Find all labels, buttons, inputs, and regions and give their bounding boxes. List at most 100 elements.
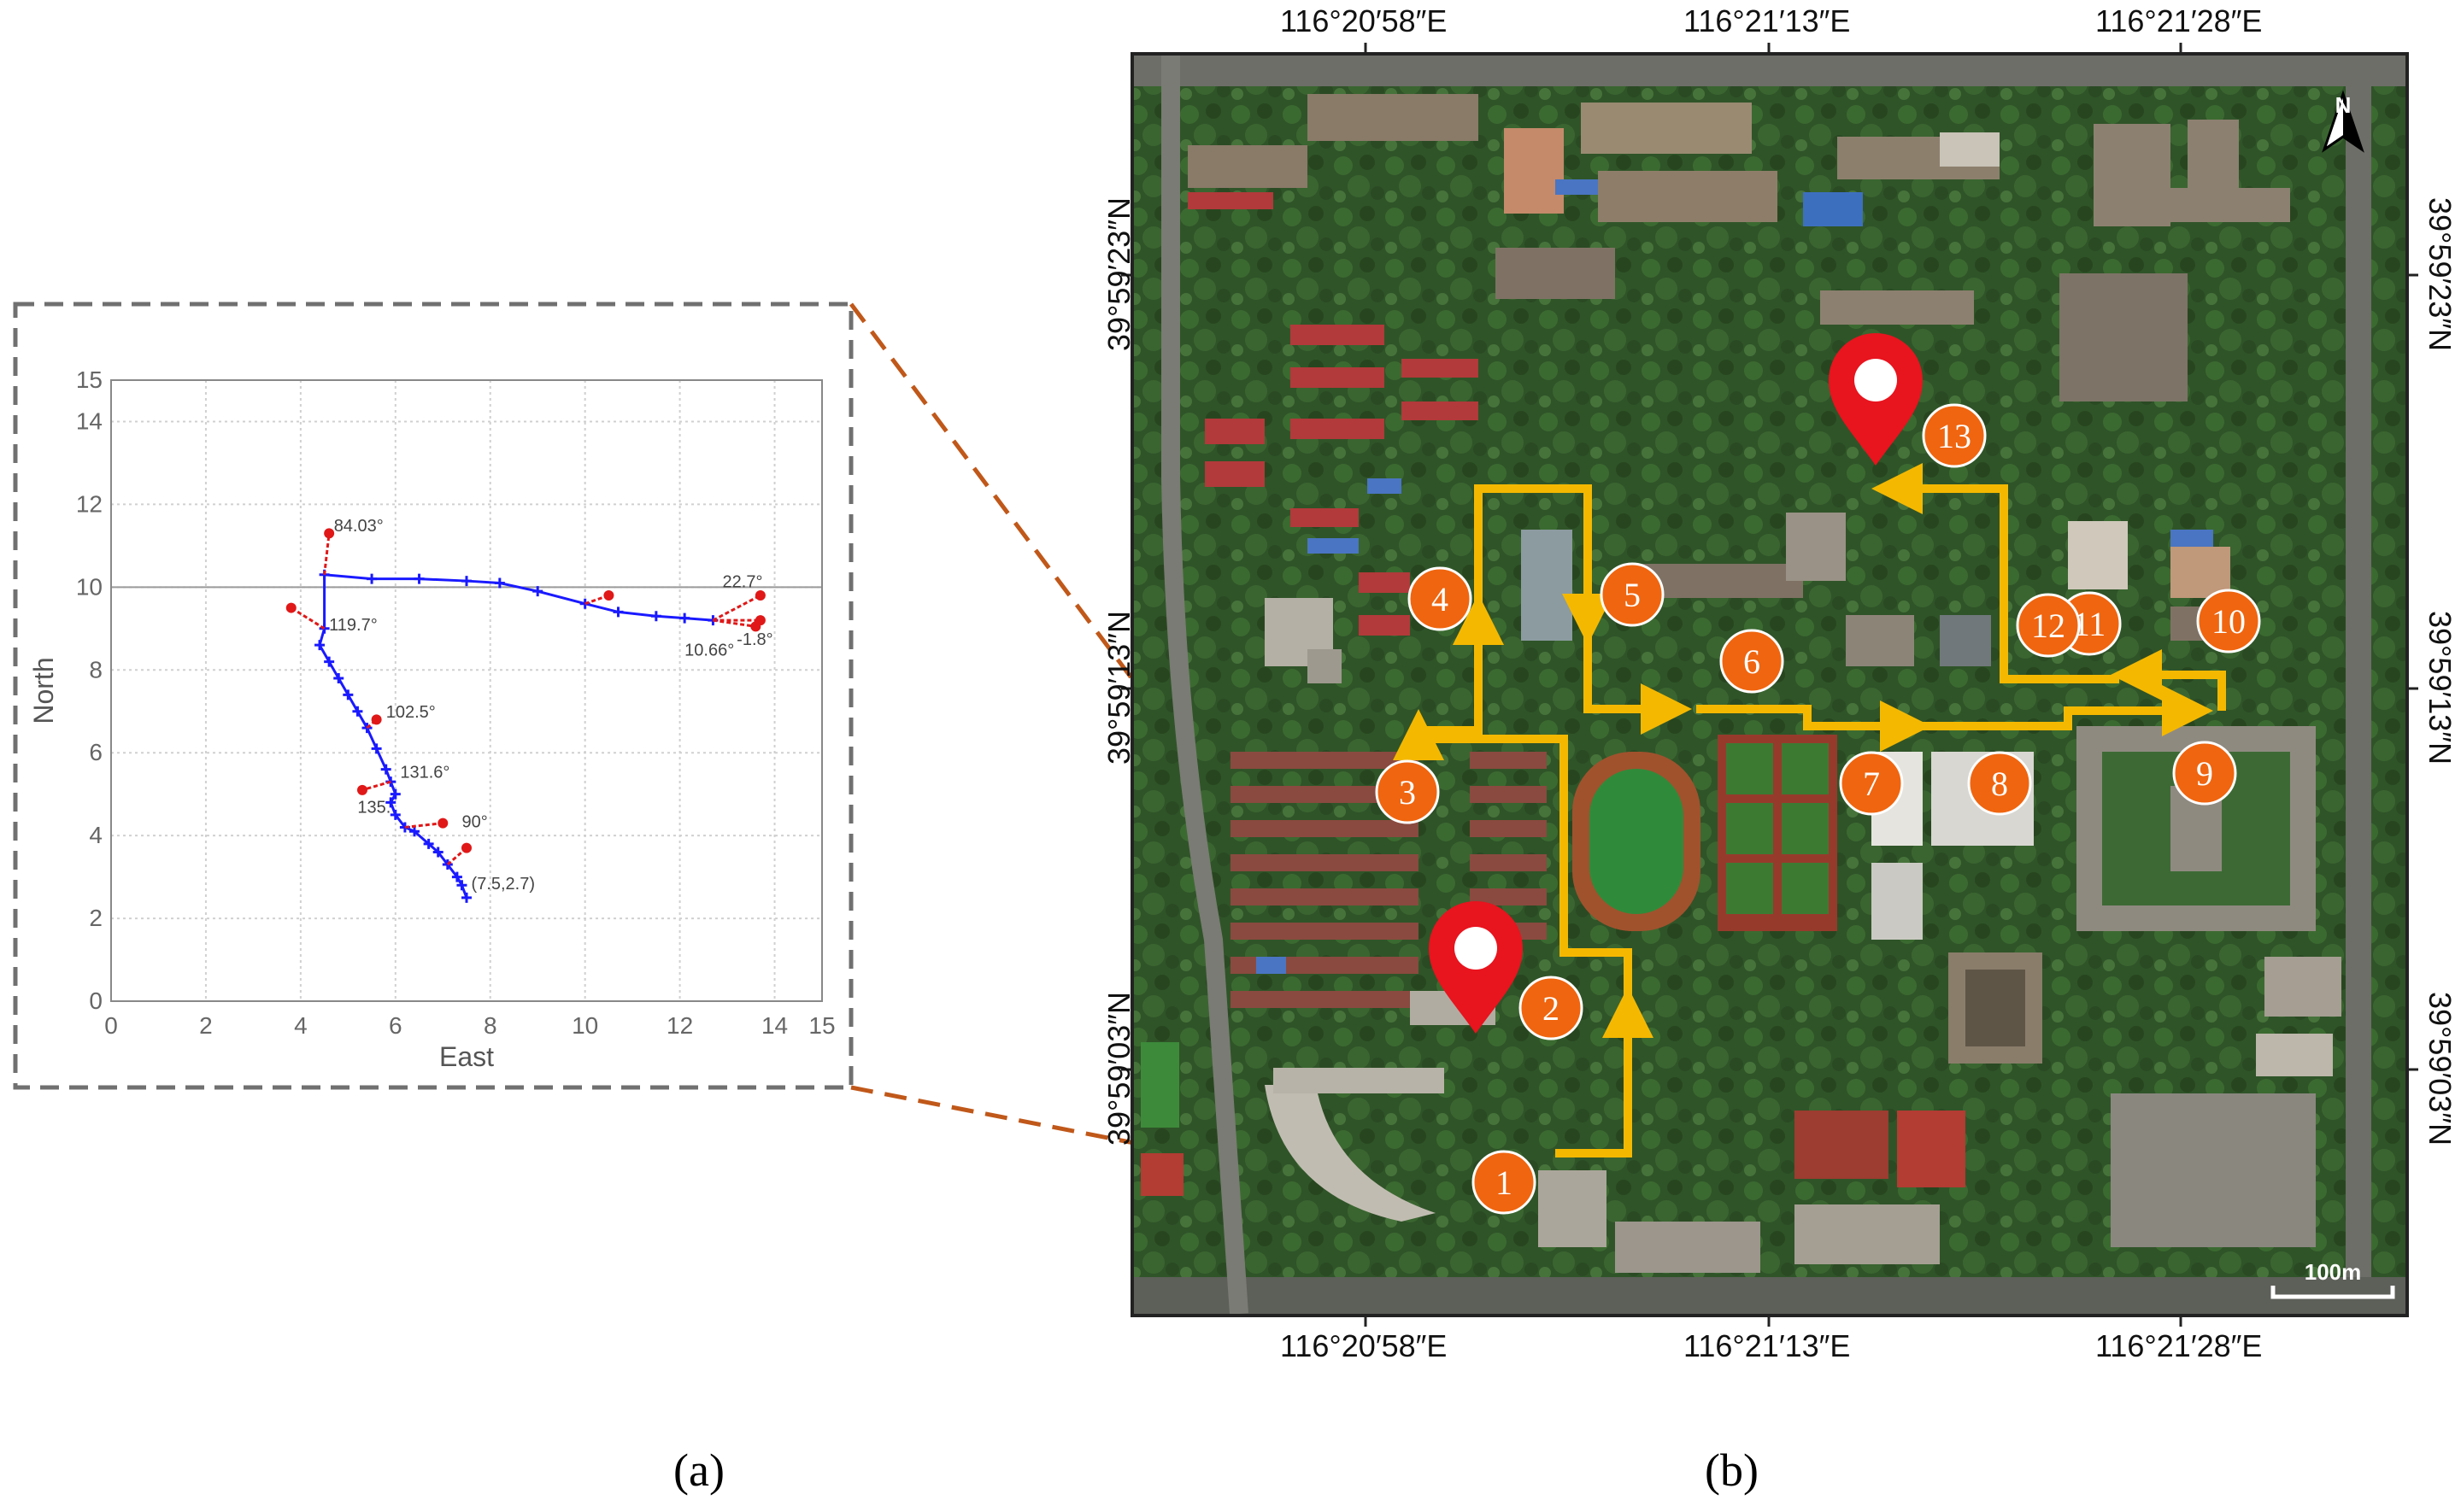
waypoint-label: 6 [1743, 642, 1760, 681]
x-tick-label: 12 [667, 1012, 693, 1039]
angle-annotation: (7.5,2.7) [472, 875, 535, 894]
y-tick-label: 10 [76, 573, 103, 600]
x-tick-label: 14 [761, 1012, 788, 1039]
trajectory-point [385, 797, 396, 808]
panel-a-trajectory-chart: 0 2 4 6 8 10 12 14 15 0 2 4 6 8 10 12 14 15 East North 84.03… [13, 302, 854, 1090]
trajectory-line [318, 573, 714, 899]
angle-annotation: 119.7° [329, 616, 378, 635]
trajectory-point [461, 576, 472, 587]
heading-segment [323, 533, 331, 575]
x-tick-label: 4 [294, 1012, 308, 1039]
trajectory-point [371, 743, 382, 754]
y-tick-label: 8 [89, 656, 103, 683]
top-lon-label-1: 116°20′58″E [1280, 3, 1448, 38]
waypoint-label: 12 [2031, 607, 2065, 645]
trajectory-point [314, 640, 326, 651]
trajectory-point [532, 586, 543, 597]
right-lat-label-2: 39°59′13″N [2423, 610, 2458, 765]
trajectory-point [408, 826, 420, 837]
trajectory-point [442, 859, 453, 870]
map-ticks [1121, 43, 2418, 1327]
x-tick-label: 6 [389, 1012, 402, 1039]
start-pin [1429, 900, 1523, 1034]
north-label: N [2335, 92, 2352, 118]
waypoint-circle [1600, 562, 1665, 627]
waypoint-circle [1922, 403, 1987, 468]
heading-point [755, 590, 766, 601]
left-lat-label-1: 39°59′23″N [1101, 196, 1137, 352]
angle-annotation: -1.8° [737, 630, 772, 649]
angle-annotation: 22.7° [723, 572, 763, 591]
waypoint-circle [2196, 589, 2261, 653]
trajectory-point [390, 788, 401, 800]
left-lat-label-2: 39°59′13″N [1101, 610, 1137, 765]
trajectory-point [679, 612, 690, 624]
waypoint-6: 6 [1719, 629, 1784, 694]
trajectory-point [333, 672, 344, 683]
waypoint-circle [1719, 629, 1784, 694]
heading-point [324, 528, 335, 539]
y-axis-label: North [28, 657, 59, 724]
trajectory-point [494, 577, 505, 589]
trajectory-point [423, 838, 434, 849]
top-lon-label-2: 116°21′13″E [1683, 3, 1851, 38]
trajectory-point [650, 611, 661, 622]
x-tick-label: 2 [199, 1012, 213, 1039]
x-tick-label: 15 [808, 1012, 835, 1039]
waypoint-4: 4 [1407, 566, 1472, 631]
heading-point [750, 621, 761, 632]
x-tick-label: 0 [104, 1012, 118, 1039]
caption-b: (b) [1705, 1445, 1759, 1496]
heading-point [438, 818, 449, 829]
heading-point [285, 602, 297, 613]
waypoint-label: 7 [1863, 765, 1880, 803]
waypoint-label: 8 [1991, 765, 2008, 803]
chart-plot-area: 0 2 4 6 8 10 12 14 15 0 2 4 6 8 10 12 14 15 East North 84.03… [28, 366, 836, 1072]
heading-point [461, 842, 472, 853]
angle-annotation: 84.03° [334, 517, 384, 536]
heading-segment [712, 594, 761, 622]
trajectory-point [324, 656, 335, 667]
plot-frame [110, 379, 823, 1002]
heading-point [603, 590, 614, 601]
heading-segment [713, 618, 756, 628]
waypoint-label: 10 [2211, 602, 2246, 641]
angle-annotation: 90° [461, 812, 487, 831]
waypoint-10: 10 [2196, 589, 2261, 653]
waypoint-8: 8 [1967, 751, 2032, 816]
trajectory-point [380, 764, 391, 775]
waypoint-label: 2 [1542, 989, 1559, 1028]
trajectory-point [390, 809, 401, 820]
trajectory-point [414, 573, 425, 584]
scale-label: 100m [2305, 1259, 2362, 1285]
waypoint-13: 13 [1922, 403, 1987, 468]
trajectory-point [456, 880, 467, 891]
x-tick-label: 10 [572, 1012, 598, 1039]
right-lat-label-1: 39°59′23″N [2423, 196, 2458, 352]
y-tick-label: 2 [89, 905, 103, 931]
waypoint-3: 3 [1375, 759, 1440, 824]
heading-point [356, 784, 367, 795]
angle-annotation: 131.6° [400, 763, 449, 782]
waypoint-label: 3 [1399, 773, 1416, 812]
caption-a: (a) [673, 1445, 725, 1496]
route-leg-5-6 [1583, 632, 1692, 735]
waypoint-12: 12 [2016, 593, 2081, 658]
trajectory-point [352, 706, 363, 717]
waypoint-circle [2016, 593, 2081, 658]
waypoint-circle [1839, 751, 1904, 816]
trajectory-point [461, 892, 472, 903]
waypoint-label: 13 [1937, 417, 1971, 455]
waypoint-label: 5 [1624, 576, 1641, 614]
trajectory-point [432, 847, 443, 858]
y-tick-label: 15 [76, 366, 103, 393]
route-leg-1-2 [1555, 987, 1653, 1157]
x-tick-label: 8 [484, 1012, 497, 1039]
route-leg-2-3 [1418, 735, 1632, 1012]
waypoint-circle [1407, 566, 1472, 631]
walking-route [1393, 463, 2226, 1157]
waypoint-circle [1375, 759, 1440, 824]
y-tick-label: 12 [76, 490, 103, 517]
